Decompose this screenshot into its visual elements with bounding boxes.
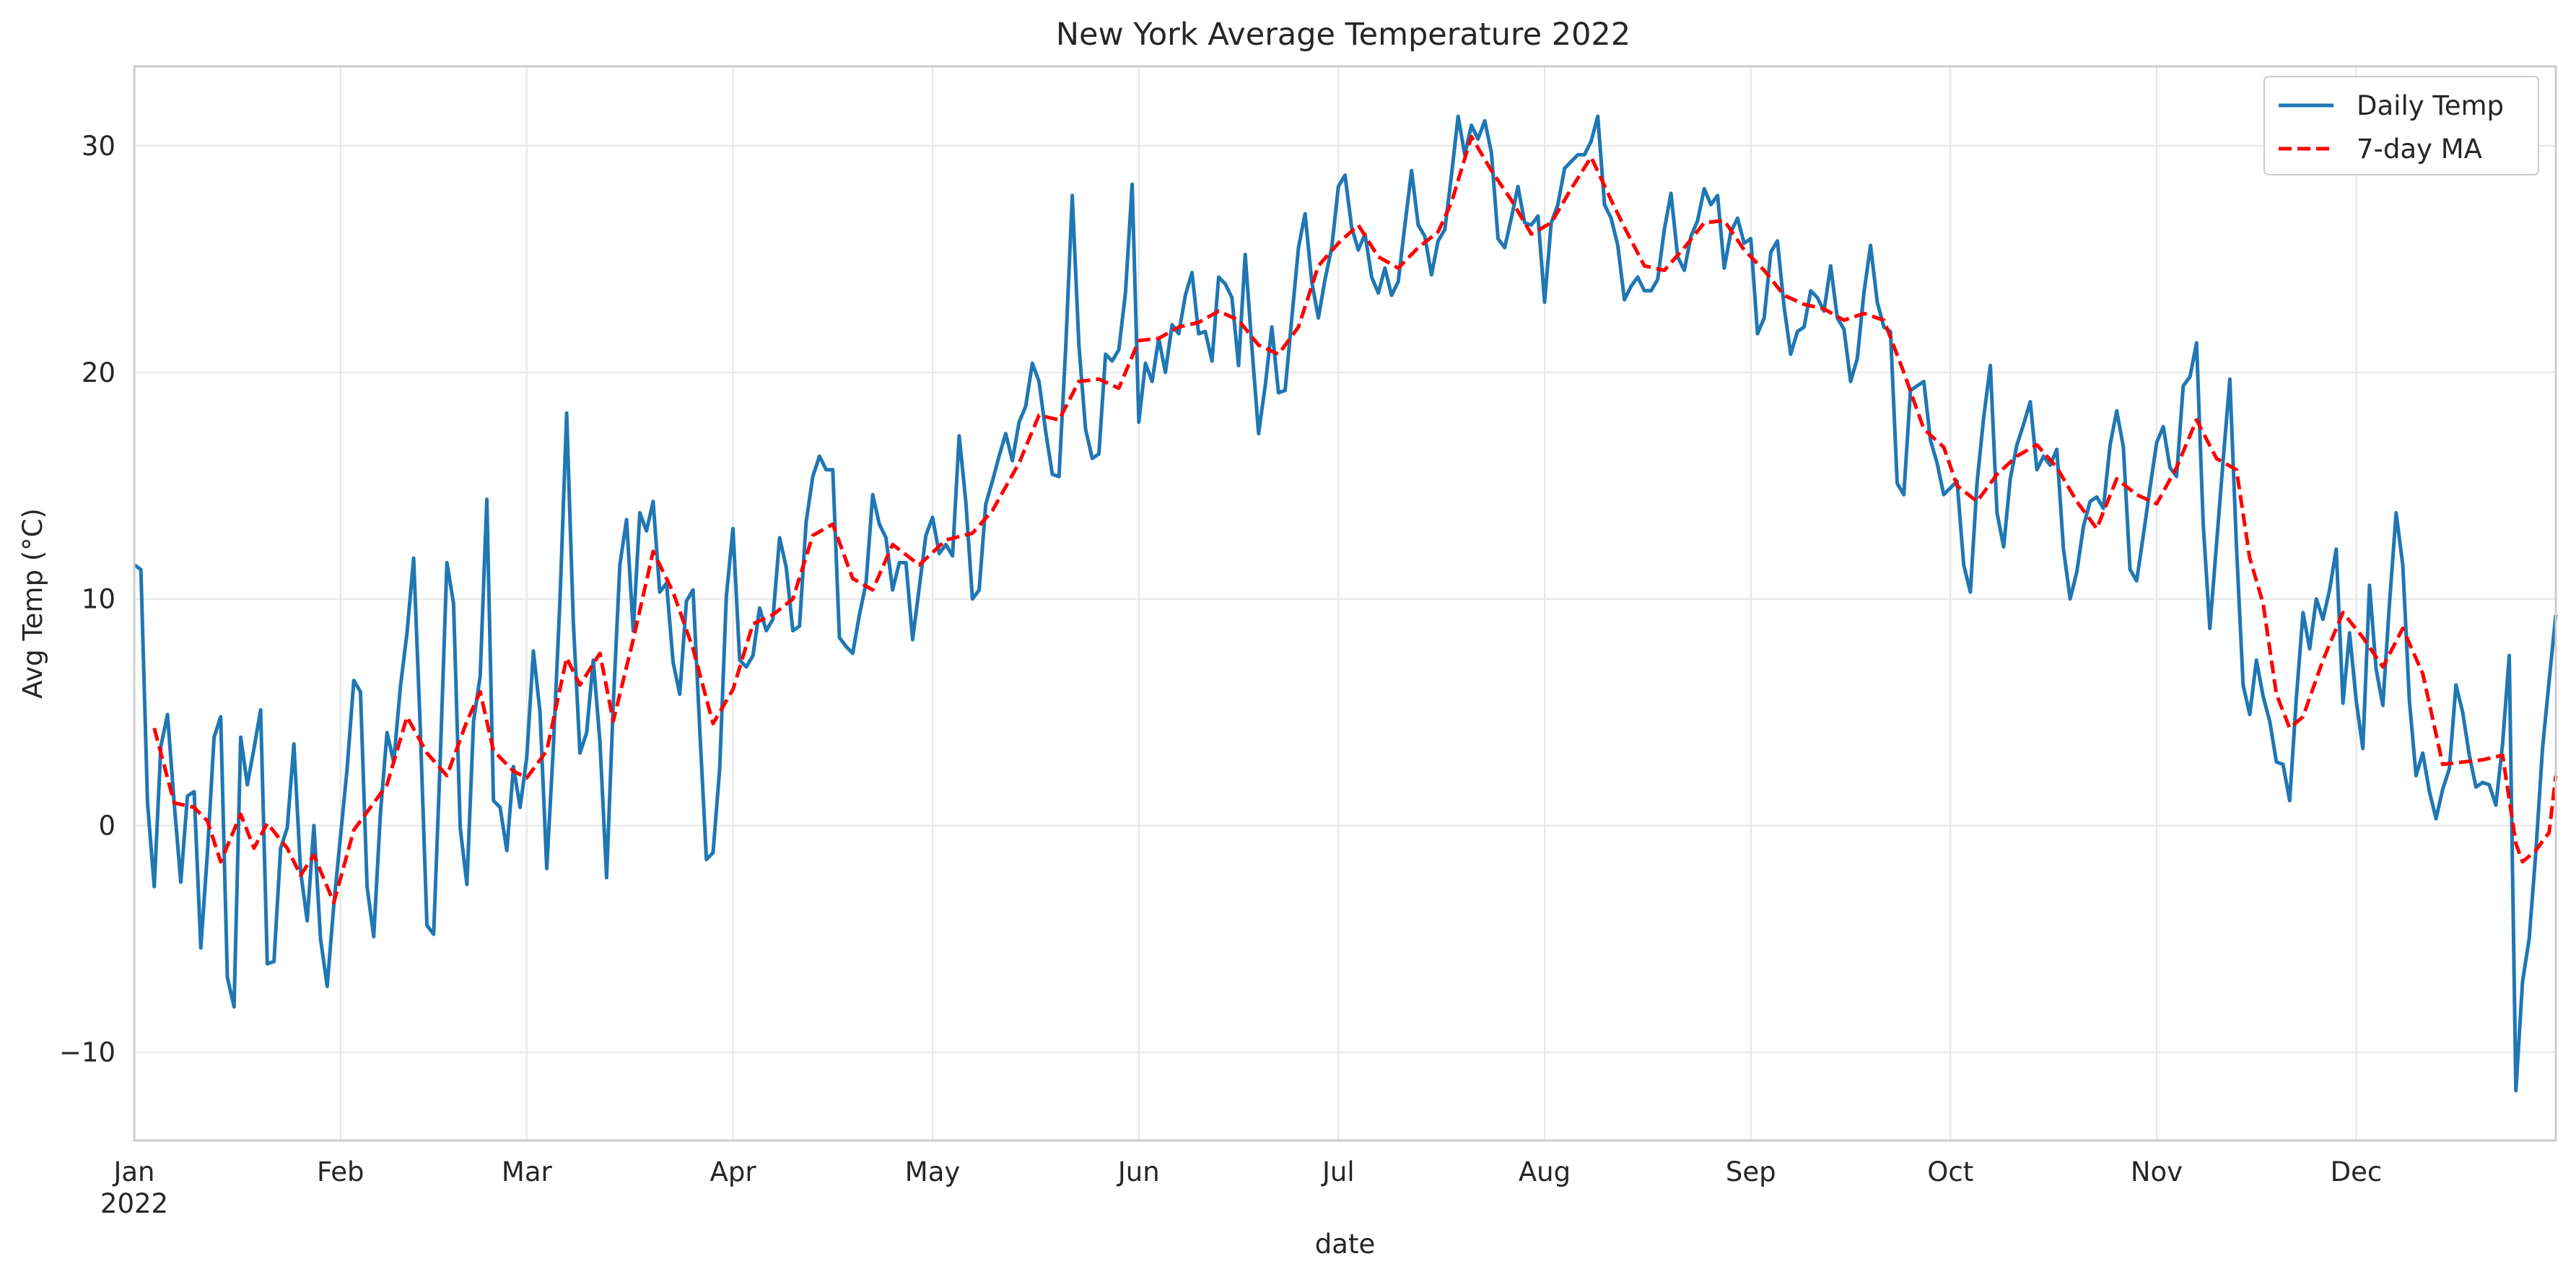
series-line-daily-temp: [133, 114, 2558, 1093]
x-tick-label: Mar: [502, 1156, 553, 1187]
legend-label-7-day-ma: 7-day MA: [2357, 134, 2482, 165]
x-tick-label: Jun: [1117, 1156, 1160, 1187]
y-axis-title: Avg Temp (°C): [17, 508, 48, 699]
y-tick-label: −10: [59, 1037, 115, 1068]
x-tick-label: Aug: [1519, 1156, 1571, 1187]
series-layer: [133, 114, 2558, 1093]
x-tick-label: Feb: [317, 1156, 364, 1187]
x-tick-label: Sep: [1726, 1156, 1776, 1187]
y-tick-label: 30: [82, 131, 115, 162]
x-axis-ticks: Jan Feb Mar Apr May Jun Jul Aug Sep Oct Nov Dec: [112, 1156, 2382, 1187]
series-line-7-day-ma: [152, 134, 2558, 904]
y-axis-ticks: −10 0 10 20 30: [59, 131, 115, 1068]
x-tick-label: Jul: [1321, 1156, 1355, 1187]
x-tick-label: Dec: [2331, 1156, 2383, 1187]
y-tick-label: 0: [98, 811, 115, 842]
x-tick-label: Apr: [710, 1156, 757, 1187]
y-tick-label: 20: [82, 357, 115, 388]
x-axis-title: date: [1315, 1229, 1375, 1260]
y-tick-label: 10: [82, 584, 115, 615]
legend: Daily Temp 7-day MA: [2263, 76, 2539, 175]
legend-box: [2263, 76, 2539, 175]
chart-title: New York Average Temperature 2022: [1056, 17, 1630, 53]
legend-label-daily-temp: Daily Temp: [2357, 90, 2504, 121]
plot-frame: [133, 65, 2557, 1142]
x-tick-label: Jan: [112, 1156, 154, 1187]
x-tick-label: May: [905, 1156, 961, 1187]
x-axis-year-label: 2022: [100, 1188, 168, 1219]
x-tick-label: Oct: [1927, 1156, 1973, 1187]
x-tick-label: Nov: [2131, 1156, 2183, 1187]
